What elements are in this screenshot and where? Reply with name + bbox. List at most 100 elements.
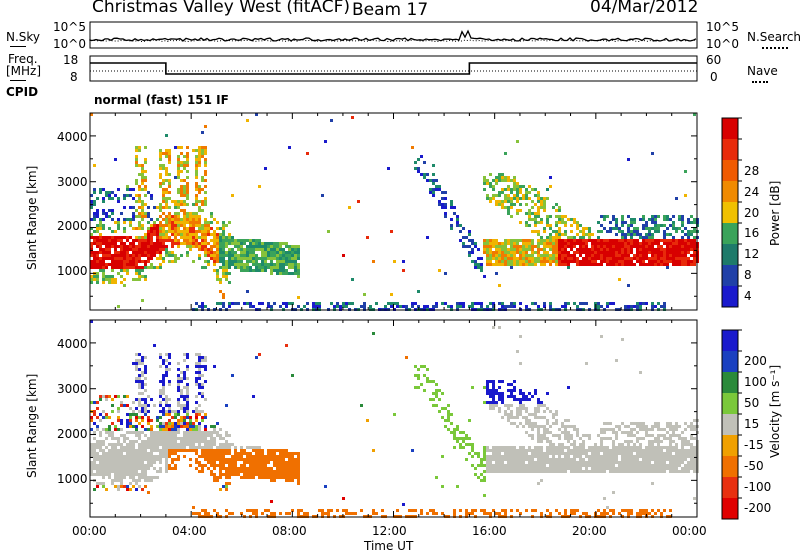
velocity-cell (189, 422, 192, 425)
power-cell (117, 263, 120, 266)
velocity-cell (657, 461, 660, 464)
velocity-cell (114, 479, 117, 482)
velocity-cell (615, 458, 618, 461)
velocity-cell (138, 386, 141, 389)
velocity-cell (132, 470, 135, 473)
power-cell (255, 257, 258, 260)
velocity-cell (375, 512, 378, 515)
velocity-cell (597, 461, 600, 464)
power-cell (507, 239, 510, 242)
velocity-cell (675, 449, 678, 452)
velocity-cell (600, 431, 603, 434)
power-cell (636, 242, 639, 245)
velocity-cell (252, 395, 255, 398)
velocity-cell (570, 443, 573, 446)
power-cell (648, 233, 651, 236)
velocity-cell (111, 446, 114, 449)
velocity-cell (204, 449, 207, 452)
power-cell (642, 251, 645, 254)
velocity-cell (165, 455, 168, 458)
power-cell (285, 251, 288, 254)
velocity-cell (102, 482, 105, 485)
velocity-cell (495, 389, 498, 392)
velocity-cell (159, 404, 162, 407)
velocity-cell (159, 401, 162, 404)
power-cell (240, 257, 243, 260)
power-cell (216, 233, 219, 236)
velocity-cell (174, 464, 177, 467)
power-cell (684, 257, 687, 260)
velocity-cell (678, 464, 681, 467)
velocity-cell (255, 446, 258, 449)
power-cell (138, 194, 141, 197)
velocity-cell (153, 455, 156, 458)
velocity-cell (189, 437, 192, 440)
power-cell (153, 251, 156, 254)
power-cell (549, 176, 552, 179)
power-cell (606, 263, 609, 266)
velocity-cell (558, 446, 561, 449)
power-cell (579, 302, 582, 305)
power-cell (456, 224, 459, 227)
power-cell (186, 161, 189, 164)
power-cell (495, 254, 498, 257)
velocity-cell (168, 449, 171, 452)
power-cell (276, 260, 279, 263)
velocity-cell (621, 431, 624, 434)
velocity-cell (156, 443, 159, 446)
velocity-cell (252, 458, 255, 461)
power-cell (228, 221, 231, 224)
velocity-cell (531, 437, 534, 440)
power-cell (141, 176, 144, 179)
velocity-cell (678, 458, 681, 461)
velocity-cell (477, 476, 480, 479)
velocity-cell (555, 452, 558, 455)
power-cell (507, 209, 510, 212)
velocity-cell (264, 473, 267, 476)
power-cell (273, 254, 276, 257)
velocity-cell (234, 470, 237, 473)
power-cell (540, 254, 543, 257)
velocity-cell (567, 437, 570, 440)
velocity-cell (165, 371, 168, 374)
velocity-cell (597, 449, 600, 452)
power-cell (198, 149, 201, 152)
power-cell (459, 305, 462, 308)
velocity-cell (117, 407, 120, 410)
velocity-cell (279, 449, 282, 452)
velocity-cell (198, 425, 201, 428)
velocity-cell (225, 452, 228, 455)
velocity-cell (555, 464, 558, 467)
velocity-cell (456, 440, 459, 443)
power-cell (615, 245, 618, 248)
power-cell (177, 206, 180, 209)
power-cell (534, 251, 537, 254)
velocity-cell (453, 446, 456, 449)
velocity-cell (159, 467, 162, 470)
velocity-cell (201, 356, 204, 359)
velocity-cell (189, 440, 192, 443)
velocity-cell (636, 446, 639, 449)
power-cell (90, 218, 93, 221)
velocity-cell (435, 512, 438, 515)
power-cell (225, 239, 228, 242)
velocity-cell (93, 446, 96, 449)
power-cell (138, 224, 141, 227)
velocity-cell (105, 437, 108, 440)
velocity-cell (654, 452, 657, 455)
power-cell (126, 218, 129, 221)
power-cell (681, 257, 684, 260)
power-cell (102, 209, 105, 212)
velocity-cell (651, 509, 654, 512)
power-cell (234, 245, 237, 248)
velocity-cell (198, 470, 201, 473)
velocity-cell (246, 452, 249, 455)
power-cell (294, 257, 297, 260)
power-cell (102, 275, 105, 278)
power-cell (648, 218, 651, 221)
power-cell (609, 260, 612, 263)
power-cell (171, 218, 174, 221)
velocity-cell (582, 464, 585, 467)
velocity-cell (141, 392, 144, 395)
velocity-cell (150, 452, 153, 455)
